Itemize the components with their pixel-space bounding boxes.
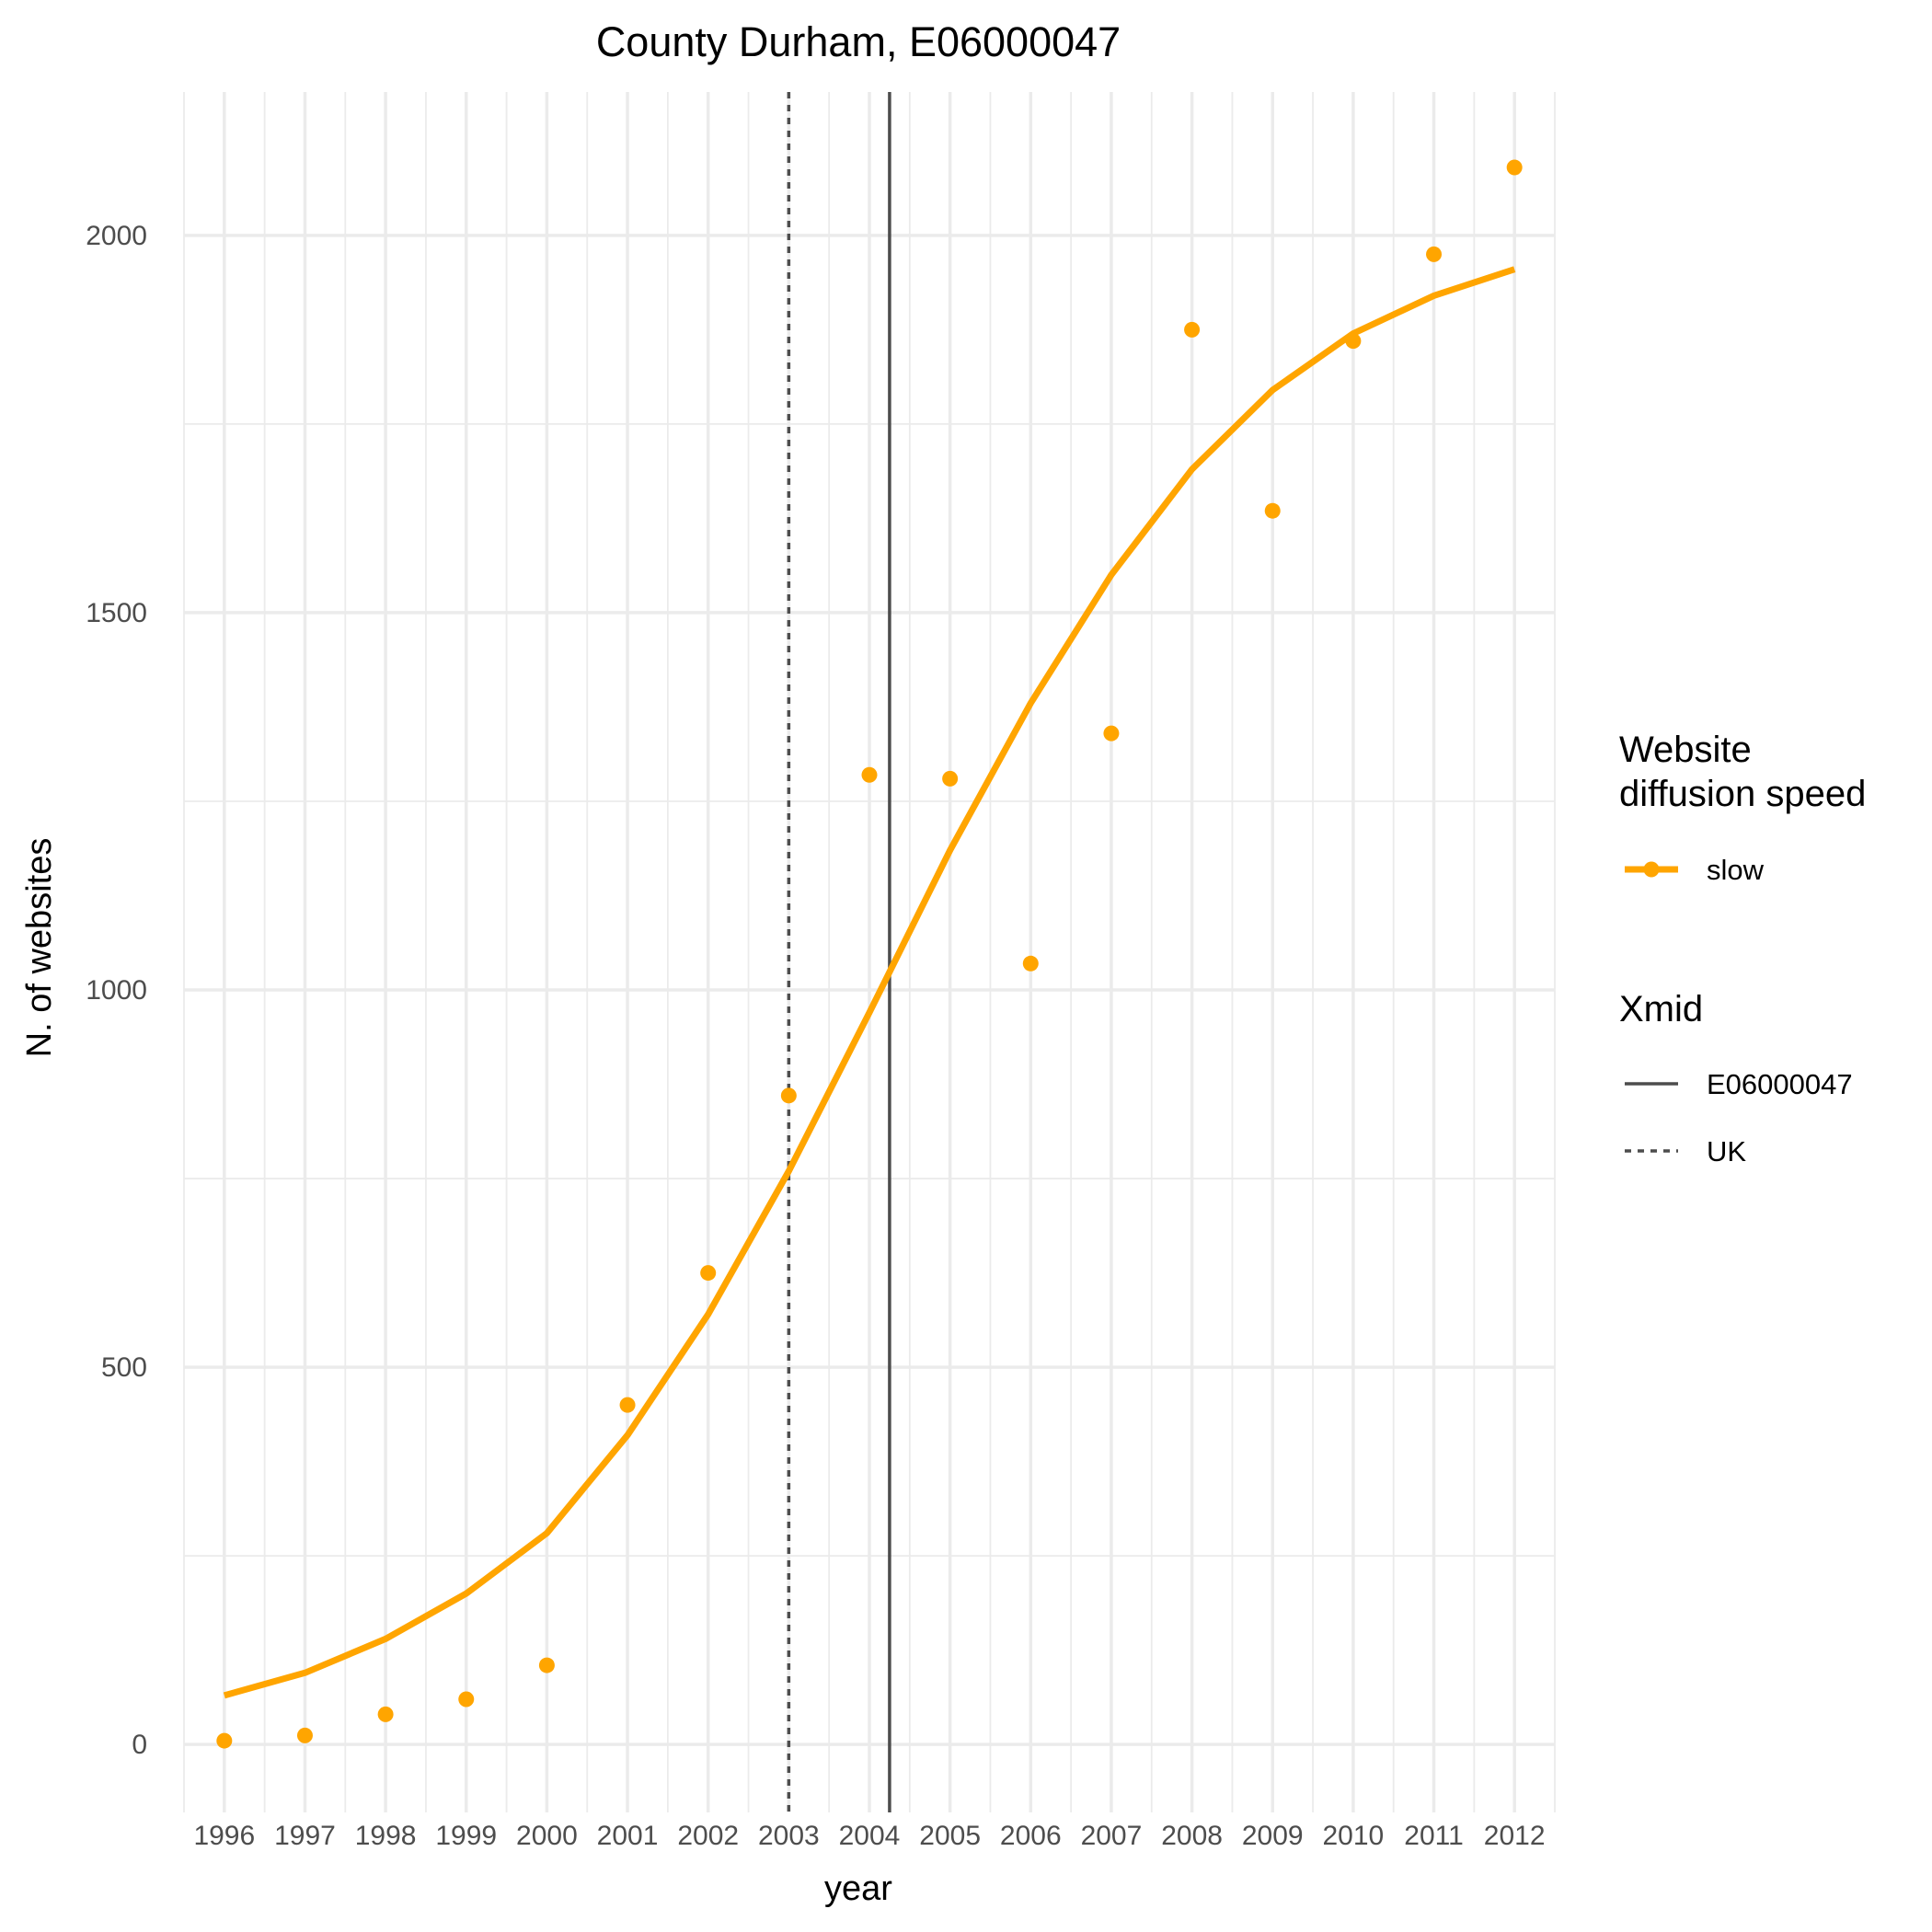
y-axis-ticks: 0 500 1000 1500 2000 [86,221,147,1760]
legend-title-xmid: Xmid [1619,989,1703,1029]
data-point [1022,955,1039,972]
x-tick-label: 2010 [1323,1821,1385,1851]
data-point [1184,321,1201,338]
data-point [1264,502,1281,519]
x-tick-label: 1997 [274,1821,336,1851]
grid [183,92,1556,1812]
data-point [1426,246,1443,262]
data-point [1103,725,1120,742]
chart-title: County Durham, E06000047 [596,18,1121,65]
y-tick-label: 0 [132,1730,147,1760]
legend-title-speed: Website [1619,730,1752,770]
data-point [1506,159,1523,176]
data-point [296,1727,313,1743]
x-tick-label: 2001 [597,1821,659,1851]
series-layer [216,159,1523,1749]
x-tick-label: 2012 [1484,1821,1546,1851]
legend-title-speed: diffusion speed [1619,774,1866,814]
x-tick-label: 2002 [677,1821,739,1851]
data-point [861,766,878,783]
data-point [780,1087,797,1104]
legend-key-point-slow [1643,861,1660,878]
y-axis-title: N. of websites [20,838,59,1058]
fitted-line-slow [223,266,1516,1699]
x-tick-label: 2007 [1081,1821,1143,1851]
x-tick-label: 2000 [516,1821,578,1851]
x-tick-label: 2008 [1161,1821,1223,1851]
x-tick-label: 1996 [193,1821,255,1851]
x-tick-label: 1998 [355,1821,417,1851]
x-tick-label: 2009 [1242,1821,1304,1851]
legend-label-uk: UK [1707,1135,1746,1167]
data-point [216,1732,233,1749]
legend-label-slow: slow [1707,854,1765,886]
data-point [1345,333,1362,350]
x-tick-label: 1999 [435,1821,497,1851]
y-tick-label: 1500 [86,598,147,628]
y-tick-label: 1000 [86,975,147,1006]
data-point [538,1657,555,1673]
x-tick-label: 2004 [839,1821,901,1851]
legend-label-e06000047: E06000047 [1707,1068,1853,1100]
x-tick-label: 2005 [919,1821,981,1851]
data-point [619,1397,636,1413]
y-tick-label: 500 [101,1352,147,1383]
y-tick-label: 2000 [86,221,147,251]
x-tick-label: 2003 [758,1821,820,1851]
data-point [458,1691,475,1708]
data-point [700,1265,717,1282]
x-tick-label: 2006 [1000,1821,1062,1851]
x-tick-label: 2011 [1404,1821,1464,1851]
data-point [942,770,959,787]
data-point [377,1706,394,1722]
reference-lines [787,92,891,1812]
x-axis-title: year [824,1869,892,1908]
x-axis-ticks: 1996 1997 1998 1999 2000 2001 2002 2003 2004 2005… [193,1821,1545,1851]
